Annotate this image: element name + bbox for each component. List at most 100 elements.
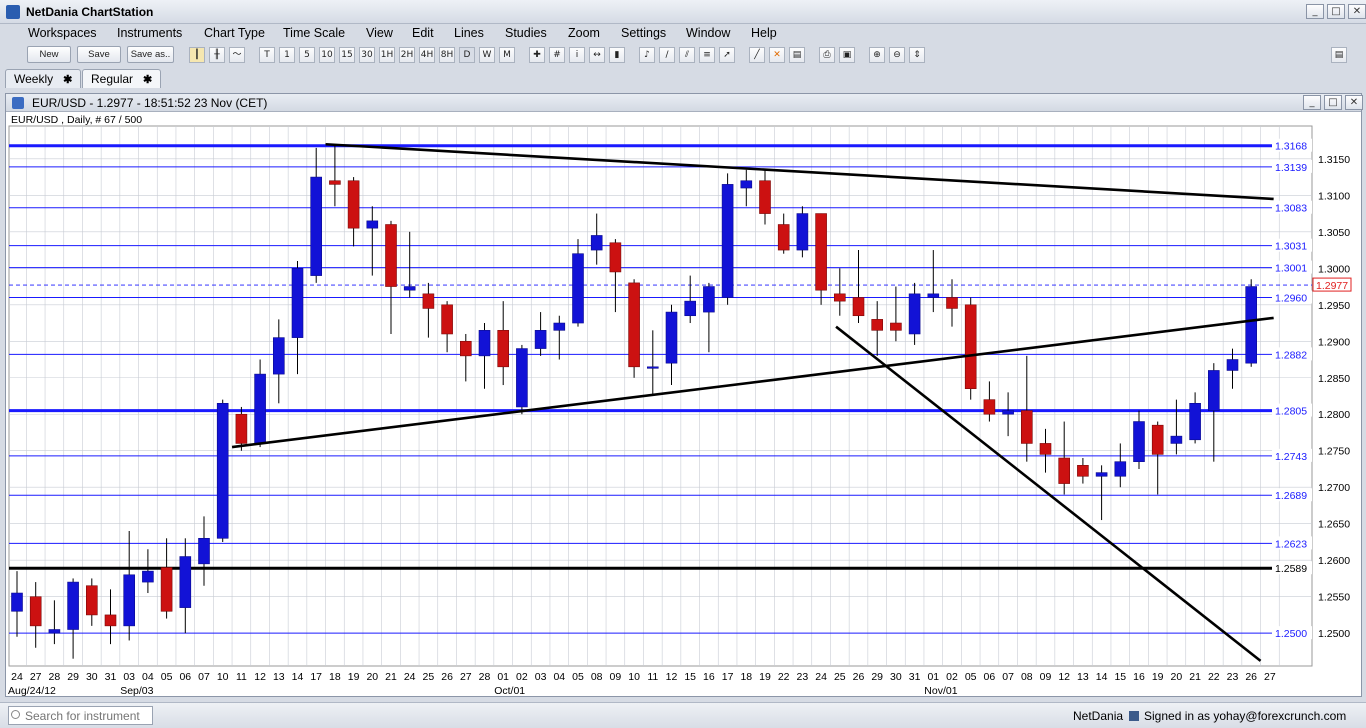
close-icon[interactable]: ✱: [63, 74, 73, 86]
search-input[interactable]: [8, 706, 153, 725]
menu-zoom[interactable]: Zoom: [568, 26, 600, 40]
app-logo-icon: [6, 5, 20, 19]
candle-body: [516, 348, 528, 408]
candle-body: [441, 304, 453, 335]
timescale-weekly-button[interactable]: W: [479, 47, 495, 63]
menu-chart-type[interactable]: Chart Type: [204, 26, 265, 40]
draw-line-icon[interactable]: ╱: [749, 47, 765, 63]
chart-maximize-button[interactable]: □: [1324, 95, 1342, 110]
minimize-button[interactable]: _: [1306, 4, 1324, 19]
panel-toggle-icon[interactable]: ▤: [1331, 47, 1347, 63]
print-preview-icon[interactable]: ▣: [839, 47, 855, 63]
candle-body: [1226, 359, 1239, 371]
zoom-out-icon[interactable]: ⊖: [889, 47, 905, 63]
y-tick-label: 1.3100: [1318, 190, 1350, 202]
x-tick-label: 22: [1208, 671, 1220, 683]
candle-body: [48, 629, 61, 634]
timescale-2h-button[interactable]: 2H: [399, 47, 415, 63]
candle-body: [67, 581, 79, 630]
toolbar: New Save Save as.. ┃ ╫ 〜 T 1 5 10 15 30 …: [0, 43, 1366, 67]
x-tick-label: 01: [497, 671, 509, 683]
timescale-5min-button[interactable]: 5: [299, 47, 315, 63]
menu-view[interactable]: View: [366, 26, 393, 40]
tab-weekly[interactable]: Weekly ✱: [5, 69, 82, 88]
candle-body: [497, 330, 510, 368]
delete-lines-icon[interactable]: ✕: [769, 47, 785, 63]
x-tick-label: 24: [815, 671, 827, 683]
x-tick-label: 19: [759, 671, 771, 683]
x-tick-label: 14: [292, 671, 304, 683]
x-tick-label: 20: [1171, 671, 1183, 683]
x-tick-label: 09: [1040, 671, 1052, 683]
print-icon[interactable]: ⎙: [819, 47, 835, 63]
price-chart[interactable]: 1.3168 1.3139 1.3083 1.3031 1.3001 1.2960 1.28…: [6, 112, 1361, 696]
timescale-30min-button[interactable]: 30: [359, 47, 375, 63]
close-button[interactable]: ✕: [1348, 4, 1366, 19]
timescale-8h-button[interactable]: 8H: [439, 47, 455, 63]
timescale-4h-button[interactable]: 4H: [419, 47, 435, 63]
bell-icon[interactable]: ♪: [639, 47, 655, 63]
candle-body: [871, 319, 884, 331]
bar-chart-icon[interactable]: ╫: [209, 47, 225, 63]
x-tick-label: 25: [423, 671, 435, 683]
close-icon[interactable]: ✱: [143, 74, 153, 86]
volume-icon[interactable]: ▮: [609, 47, 625, 63]
x-tick-label: 09: [610, 671, 622, 683]
timescale-1h-button[interactable]: 1H: [379, 47, 395, 63]
candle-body: [703, 286, 715, 313]
horizontal-levels: 1.3168 1.3139 1.3083 1.3031 1.3001 1.2960 1.28…: [9, 138, 1312, 640]
x-tick-label: 08: [1021, 671, 1033, 683]
line-chart-icon[interactable]: 〜: [229, 47, 245, 63]
y-tick-label: 1.3050: [1318, 227, 1350, 239]
zoom-fit-icon[interactable]: ⇕: [909, 47, 925, 63]
menu-window[interactable]: Window: [686, 26, 731, 40]
chart-minimize-button[interactable]: _: [1303, 95, 1321, 110]
info-icon[interactable]: i: [569, 47, 585, 63]
save-as-button[interactable]: Save as..: [127, 46, 174, 63]
channel-tool-icon[interactable]: ⫽: [679, 47, 695, 63]
trendline-tool-icon[interactable]: /: [659, 47, 675, 63]
x-tick-label: 15: [684, 671, 696, 683]
menu-workspaces[interactable]: Workspaces: [28, 26, 97, 40]
candle-body: [11, 592, 23, 612]
pointer-tool-icon[interactable]: ➚: [719, 47, 735, 63]
scroll-icon[interactable]: ↔: [589, 47, 605, 63]
candle-body: [759, 180, 771, 214]
zoom-in-icon[interactable]: ⊕: [869, 47, 885, 63]
candle-body: [553, 322, 566, 331]
grid-icon[interactable]: #: [549, 47, 565, 63]
menu-settings[interactable]: Settings: [621, 26, 667, 40]
menu-instruments[interactable]: Instruments: [117, 26, 183, 40]
candle-body: [890, 322, 902, 331]
maximize-button[interactable]: □: [1327, 4, 1345, 19]
menu-edit[interactable]: Edit: [412, 26, 434, 40]
timescale-15min-button[interactable]: 15: [339, 47, 355, 63]
line-properties-icon[interactable]: ▤: [789, 47, 805, 63]
timescale-monthly-button[interactable]: M: [499, 47, 515, 63]
chart-grid: [8, 125, 1313, 667]
candle-body: [179, 556, 192, 608]
candle-body: [86, 585, 98, 616]
menu-lines[interactable]: Lines: [454, 26, 484, 40]
new-button[interactable]: New: [27, 46, 71, 63]
timescale-daily-button[interactable]: D: [459, 47, 475, 63]
candle-body: [833, 293, 846, 302]
save-button[interactable]: Save: [77, 46, 121, 63]
timescale-10min-button[interactable]: 10: [319, 47, 335, 63]
chart-close-button[interactable]: ✕: [1345, 95, 1363, 110]
menu-time-scale[interactable]: Time Scale: [283, 26, 346, 40]
tab-regular-label: Regular: [91, 72, 134, 86]
current-price-marker: [1312, 277, 1352, 292]
timescale-1min-button[interactable]: 1: [279, 47, 295, 63]
level-label: 1.2589: [1275, 563, 1307, 575]
candlestick-chart-icon[interactable]: ┃: [189, 47, 205, 63]
menu-studies[interactable]: Studies: [505, 26, 547, 40]
crosshair-icon[interactable]: ✚: [529, 47, 545, 63]
tab-regular[interactable]: Regular ✱: [82, 69, 162, 88]
x-tick-label: 18: [740, 671, 752, 683]
timescale-tick-button[interactable]: T: [259, 47, 275, 63]
menu-help[interactable]: Help: [751, 26, 777, 40]
x-tick-label: 10: [217, 671, 229, 683]
y-tick-label: 1.2650: [1318, 519, 1350, 531]
fibonacci-tool-icon[interactable]: ≡: [699, 47, 715, 63]
